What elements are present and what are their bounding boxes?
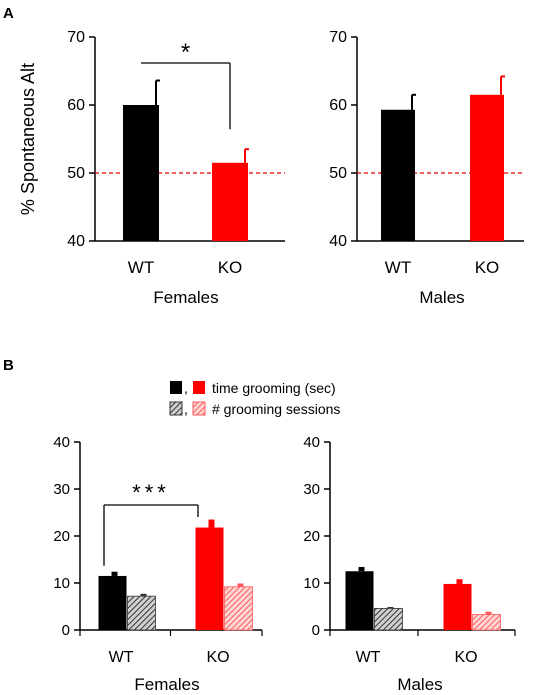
error-bar xyxy=(358,567,365,572)
panel-a-label: A xyxy=(3,5,14,22)
y-tick-label: 10 xyxy=(53,575,70,592)
x-tick-label: WT xyxy=(128,258,154,277)
y-tick-label: 20 xyxy=(303,528,320,545)
error-bar xyxy=(456,579,463,584)
legend-ko-time-swatch xyxy=(193,381,205,394)
error-bar xyxy=(237,583,244,587)
wt-sessions-bar xyxy=(374,607,403,631)
significance-label: * xyxy=(181,39,190,66)
x-tick-label: WT xyxy=(356,649,381,666)
y-tick-label: 20 xyxy=(53,528,70,545)
ko-time-bar xyxy=(195,527,224,630)
y-tick-label: 10 xyxy=(303,575,320,592)
wt-bar xyxy=(123,105,159,241)
y-tick-label: 70 xyxy=(67,29,85,46)
legend-ko-sessions-swatch xyxy=(192,401,206,416)
ko-bar xyxy=(212,162,248,241)
y-tick-label: 50 xyxy=(329,165,347,182)
legend-separator: , xyxy=(184,401,188,417)
x-axis-label: Females xyxy=(153,288,218,307)
error-bar xyxy=(208,519,215,528)
y-tick-label: 70 xyxy=(329,29,347,46)
legend: , time grooming (sec) , # grooming sessi… xyxy=(169,380,340,417)
panel-b-females-chart: 0 10 20 30 40 WT KO Females *** xyxy=(53,434,263,694)
legend-wt-time-swatch xyxy=(170,381,182,394)
error-bar xyxy=(111,571,118,576)
x-tick-label: KO xyxy=(475,258,500,277)
panel-b-males-chart: 0 10 20 30 40 WT KO Males xyxy=(303,434,516,694)
wt-time-bar xyxy=(98,575,127,630)
x-tick-label: KO xyxy=(454,649,477,666)
ko-sessions-bar xyxy=(472,614,501,631)
y-tick-label: 60 xyxy=(329,97,347,114)
panel-a-males-chart: 40 50 60 70 WT KO Males xyxy=(329,29,524,307)
y-tick-label: 50 xyxy=(67,165,85,182)
ko-time-bar xyxy=(443,583,472,630)
x-tick-label: KO xyxy=(206,649,229,666)
wt-time-bar xyxy=(345,571,374,630)
y-tick-label: 40 xyxy=(303,434,320,451)
x-tick-label: KO xyxy=(218,258,243,277)
y-tick-label: 30 xyxy=(53,481,70,498)
y-tick-label: 40 xyxy=(67,233,85,250)
error-bar xyxy=(140,593,147,597)
y-tick-label: 40 xyxy=(53,434,70,451)
x-axis-label: Males xyxy=(419,288,464,307)
error-bar xyxy=(387,606,394,609)
y-tick-label: 0 xyxy=(62,622,70,639)
y-tick-label: 0 xyxy=(312,622,320,639)
y-tick-label: 60 xyxy=(67,97,85,114)
x-tick-label: WT xyxy=(109,649,134,666)
error-bar xyxy=(485,611,492,615)
legend-sessions-label: # grooming sessions xyxy=(212,401,340,417)
x-tick-label: WT xyxy=(385,258,411,277)
significance-label: *** xyxy=(132,480,170,505)
wt-sessions-bar xyxy=(127,595,156,631)
ko-sessions-bar xyxy=(224,586,253,631)
y-tick-label: 40 xyxy=(329,233,347,250)
legend-wt-sessions-swatch xyxy=(169,401,183,416)
ko-bar xyxy=(470,94,504,241)
wt-bar xyxy=(381,109,415,241)
x-axis-label: Females xyxy=(134,675,199,694)
y-axis-label: % Spontaneous Alt xyxy=(18,63,38,215)
x-axis-label: Males xyxy=(397,675,442,694)
legend-time-label: time grooming (sec) xyxy=(212,380,336,396)
legend-separator: , xyxy=(184,380,188,396)
y-tick-label: 30 xyxy=(303,481,320,498)
panel-b-label: B xyxy=(3,357,14,374)
